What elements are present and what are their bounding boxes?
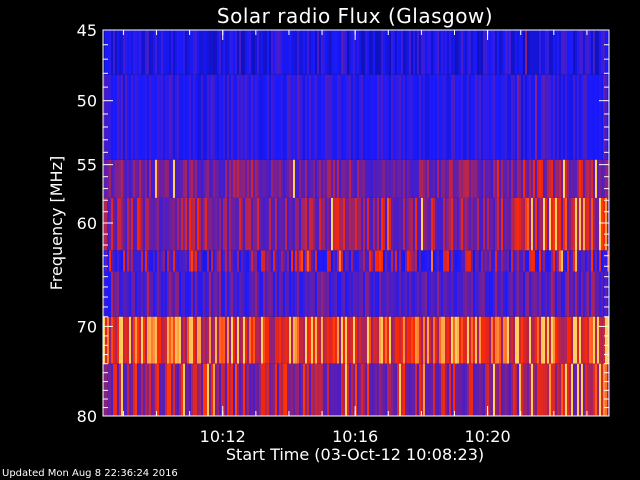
y-tick-label: 55 [77, 156, 97, 175]
y-axis: 45 50 55 60 70 80 [77, 21, 609, 426]
y-tick-label: 50 [77, 92, 97, 111]
x-tick-label: 10:16 [332, 427, 378, 446]
y-tick-label: 70 [77, 317, 97, 336]
x-tick-label: 10:12 [200, 427, 246, 446]
y-tick-label: 45 [77, 21, 97, 40]
chart-title: Solar radio Flux (Glasgow) [217, 4, 493, 28]
x-axis: 10:12 10:16 10:20 [122, 30, 588, 446]
x-axis-label: Start Time (03-Oct-12 10:08:23) [226, 445, 484, 464]
y-tick-label: 80 [77, 407, 97, 426]
spectrogram-heatmap [103, 30, 609, 416]
x-tick-label: 10:20 [465, 427, 511, 446]
y-tick-label: 60 [77, 214, 97, 233]
updated-timestamp: Updated Mon Aug 8 22:36:24 2016 [2, 468, 178, 479]
heatmap-band-1 [103, 30, 609, 75]
heatmap-band-6 [103, 271, 609, 317]
heatmap-band-5 [103, 250, 609, 272]
heatmap-band-3 [103, 159, 609, 198]
heatmap-band-4 [103, 197, 609, 251]
heatmap-band-8 [103, 363, 609, 416]
y-axis-label: Frequency [MHz] [47, 156, 66, 290]
heatmap-band-7 [103, 316, 609, 364]
heatmap-band-2 [103, 74, 609, 160]
